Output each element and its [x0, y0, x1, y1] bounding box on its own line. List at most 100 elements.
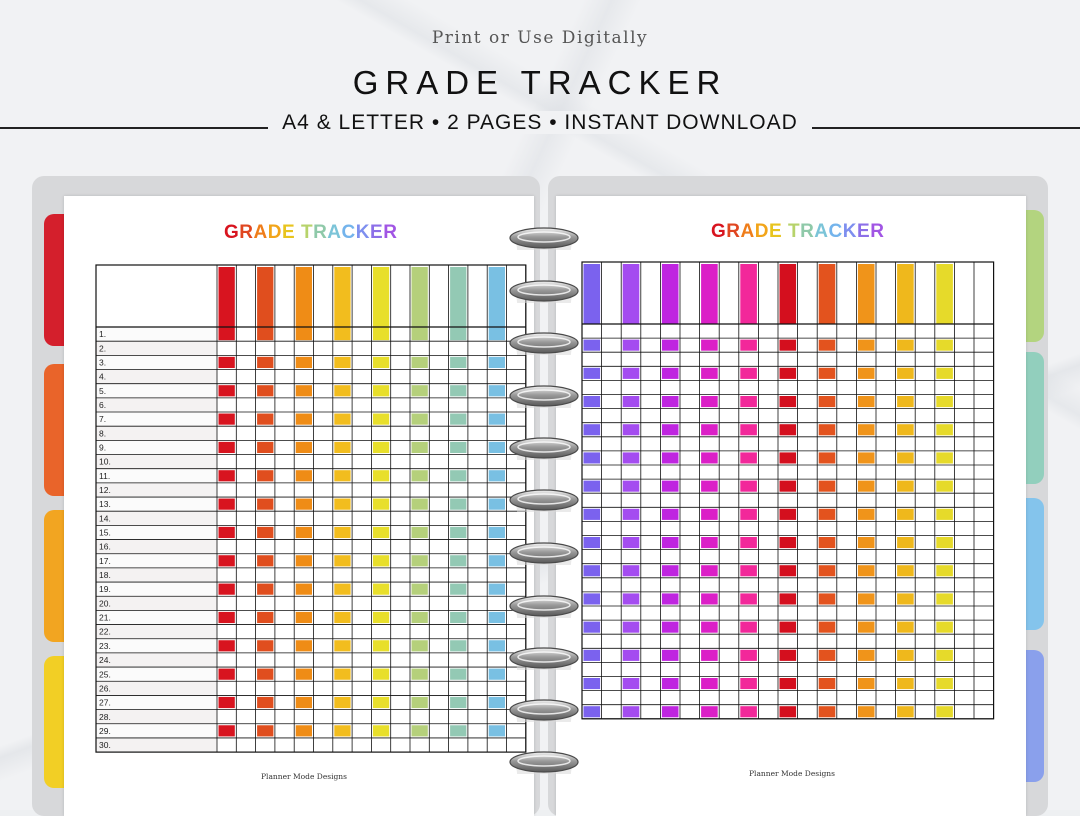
grade-color-cell	[779, 706, 797, 718]
grade-color-cell	[857, 537, 875, 549]
row-number: 11.	[99, 471, 110, 481]
right-grade-grid	[581, 261, 995, 720]
grade-color-cell	[661, 367, 679, 379]
grade-color-cell	[450, 498, 467, 510]
grade-color-cell	[583, 565, 601, 577]
grade-color-cell	[701, 706, 718, 718]
grade-color-cell	[450, 696, 467, 709]
row-label-cell	[96, 681, 217, 696]
grade-color-cell	[936, 339, 953, 351]
subject-color-block	[779, 264, 797, 324]
binder-ring	[509, 227, 579, 250]
grade-color-cell	[857, 396, 875, 408]
grade-color-cell	[661, 678, 679, 690]
grade-color-cell	[257, 555, 274, 567]
grade-color-cell	[701, 593, 718, 605]
grade-color-cell	[701, 508, 718, 520]
grade-color-cell	[411, 611, 428, 624]
grade-color-cell	[936, 678, 953, 690]
title-letter: K	[355, 222, 370, 243]
grade-color-cell	[218, 526, 235, 539]
grade-color-cell	[218, 611, 235, 624]
grade-color-cell	[488, 385, 505, 397]
title-letter: D	[754, 221, 769, 242]
grade-color-cell	[936, 706, 953, 718]
grade-color-cell	[897, 367, 914, 379]
grade-color-cell	[818, 480, 836, 492]
grade-color-cell	[661, 452, 679, 464]
subject-color-block	[622, 264, 640, 324]
grade-color-cell	[488, 611, 505, 624]
grade-color-cell	[218, 385, 235, 397]
grade-color-cell	[622, 593, 640, 605]
grade-color-cell	[295, 470, 312, 482]
row-number: 25.	[99, 669, 111, 679]
grade-color-cell	[622, 649, 640, 661]
row-number: 4.	[99, 372, 106, 382]
binder-ring	[509, 595, 579, 618]
subject-color-block	[450, 267, 467, 341]
grade-color-cell	[583, 424, 601, 436]
grade-color-cell	[936, 424, 953, 436]
grade-color-cell	[411, 441, 428, 454]
grade-color-cell	[779, 649, 797, 661]
grade-color-cell	[488, 526, 505, 539]
grade-color-cell	[622, 706, 640, 718]
grade-color-cell	[779, 593, 797, 605]
grade-color-cell	[450, 555, 467, 567]
grade-color-cell	[661, 396, 679, 408]
grade-color-cell	[334, 696, 351, 709]
grade-color-cell	[779, 508, 797, 520]
binder-ring	[509, 280, 579, 303]
grade-color-cell	[372, 385, 390, 397]
grade-color-cell	[583, 537, 601, 549]
row-number: 16.	[99, 542, 111, 552]
row-number: 21.	[99, 613, 111, 623]
grade-color-cell	[857, 678, 875, 690]
grade-color-cell	[779, 396, 797, 408]
grade-color-cell	[372, 668, 390, 680]
grade-color-cell	[257, 470, 274, 482]
grade-color-cell	[295, 413, 312, 425]
title-letter: C	[828, 221, 843, 242]
grade-color-cell	[450, 725, 467, 737]
row-label-cell	[96, 468, 217, 483]
grade-color-cell	[936, 396, 953, 408]
grade-color-cell	[334, 356, 351, 369]
grade-color-cell	[411, 498, 428, 510]
grade-color-cell	[779, 621, 797, 633]
grade-color-cell	[334, 583, 351, 595]
grade-color-cell	[936, 367, 953, 379]
grade-color-cell	[411, 413, 428, 425]
grade-color-cell	[372, 611, 390, 624]
grade-color-cell	[740, 706, 757, 718]
grade-color-cell	[218, 413, 235, 425]
grade-color-cell	[488, 696, 505, 709]
grade-color-cell	[334, 640, 351, 652]
subject-color-block	[372, 267, 390, 341]
grade-color-cell	[740, 678, 757, 690]
binder-ring	[509, 385, 579, 408]
grade-color-cell	[701, 537, 718, 549]
grade-color-cell	[622, 508, 640, 520]
grade-color-cell	[857, 706, 875, 718]
grade-color-cell	[779, 480, 797, 492]
grade-color-cell	[818, 565, 836, 577]
grade-color-cell	[411, 385, 428, 397]
title-letter: D	[267, 222, 282, 243]
grade-color-cell	[818, 396, 836, 408]
subject-color-block	[295, 267, 312, 341]
row-number: 30.	[99, 740, 111, 750]
left-page-footer: Planner Mode Designs	[261, 772, 347, 781]
grade-color-cell	[583, 621, 601, 633]
grade-color-cell	[661, 593, 679, 605]
row-number: 24.	[99, 655, 111, 665]
title-letter: A	[814, 221, 829, 242]
grade-color-cell	[622, 678, 640, 690]
row-label-cell	[96, 695, 217, 710]
grade-color-cell	[257, 640, 274, 652]
title-letter: R	[383, 222, 398, 243]
grade-color-cell	[740, 621, 757, 633]
grade-color-cell	[257, 526, 274, 539]
row-label-cell	[96, 426, 217, 441]
